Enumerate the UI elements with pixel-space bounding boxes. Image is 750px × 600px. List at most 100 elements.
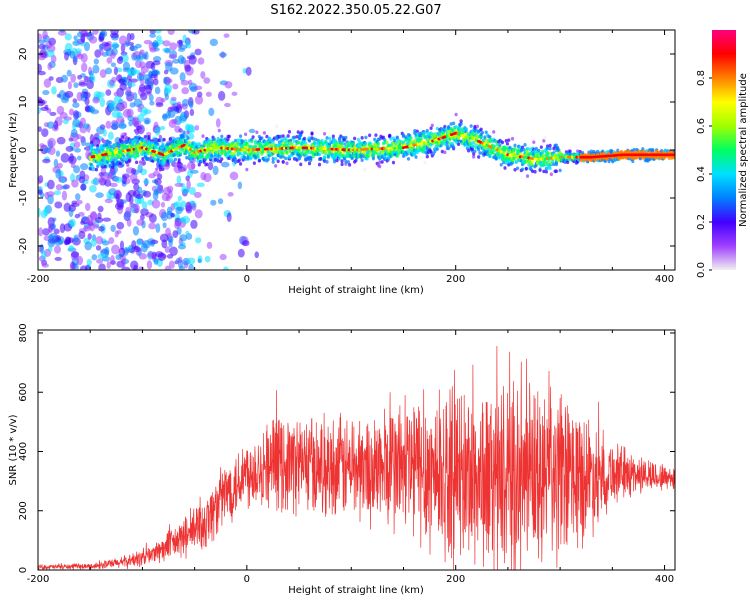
heatmap-cell	[524, 166, 528, 171]
heatmap-cell	[218, 142, 223, 147]
heatmap-cell	[78, 81, 88, 87]
heatmap-cell	[480, 130, 485, 135]
heatmap-cell	[500, 140, 505, 145]
heatmap-cell	[472, 155, 476, 159]
heatmap-cell	[401, 134, 406, 139]
spectrogram-panel: -200 0 200 400 -20 -10 0 10 20 Height of straigh…	[8, 29, 676, 296]
heatmap-cell	[143, 178, 150, 185]
heatmap-cell	[182, 130, 186, 135]
heatmap-cell	[114, 176, 123, 183]
heatmap-cell	[158, 167, 162, 172]
heatmap-cell	[69, 153, 74, 163]
heatmap-cell	[172, 153, 176, 158]
heatmap-cell	[54, 201, 63, 209]
heatmap-cell	[38, 126, 42, 132]
heatmap-cell	[207, 161, 214, 171]
heatmap-cell	[302, 136, 307, 141]
heatmap-cell	[53, 190, 62, 196]
heatmap-cell	[168, 141, 173, 145]
heatmap-cell	[380, 155, 384, 159]
heatmap-cell	[415, 132, 419, 136]
heatmap-cell	[41, 128, 49, 138]
snr-xtick-label: 200	[446, 574, 465, 585]
heatmap-cell	[79, 117, 86, 127]
heatmap-cell	[167, 30, 175, 36]
heatmap-cell	[172, 230, 179, 238]
heatmap-cell	[197, 258, 202, 263]
heatmap-cell	[188, 100, 194, 109]
heatmap-cell	[132, 226, 140, 236]
heatmap-cell	[108, 131, 114, 141]
heatmap-cell	[53, 120, 59, 130]
heatmap-cell	[178, 128, 183, 133]
heatmap-cell	[147, 140, 151, 144]
heatmap-cell	[334, 139, 338, 144]
heatmap-cell	[327, 136, 332, 141]
heatmap-cell	[297, 136, 302, 141]
snr-ytick-label: 200	[18, 501, 29, 520]
heatmap-cell	[106, 57, 113, 64]
heatmap-cell	[322, 159, 327, 163]
heatmap-cell	[307, 136, 312, 140]
heatmap-cell	[205, 162, 209, 167]
heatmap-cell	[311, 137, 315, 141]
heatmap-cell	[178, 265, 185, 270]
heatmap-cell	[166, 254, 174, 259]
heatmap-cell	[76, 255, 84, 266]
heatmap-cell	[448, 137, 452, 141]
heatmap-cell	[92, 96, 100, 104]
heatmap-cell	[215, 118, 221, 128]
heatmap-cell	[60, 74, 68, 83]
heatmap-cell	[73, 165, 81, 174]
heatmap-cell	[269, 138, 273, 143]
heatmap-cell	[409, 136, 413, 140]
heatmap-cell	[187, 257, 196, 265]
heatmap-cell	[238, 134, 243, 138]
heatmap-cell	[42, 228, 50, 236]
heatmap-cell	[307, 161, 312, 166]
heatmap-cell	[290, 143, 294, 147]
heatmap-cell	[168, 190, 173, 199]
heatmap-cell	[233, 157, 238, 161]
heatmap-cell	[97, 253, 107, 260]
heatmap-cell	[188, 263, 194, 270]
heatmap-cell	[467, 148, 471, 153]
heatmap-cell	[105, 67, 113, 75]
heatmap-cell	[66, 69, 72, 77]
heatmap-cell	[484, 138, 488, 142]
heatmap-cell	[84, 202, 91, 212]
heatmap-cell	[252, 161, 256, 165]
heatmap-cell	[110, 51, 116, 59]
heatmap-cell	[47, 62, 53, 71]
heatmap-cell	[92, 30, 99, 35]
heatmap-cell	[227, 134, 231, 139]
heatmap-cell	[40, 209, 48, 219]
heatmap-cell	[177, 195, 182, 202]
heatmap-cell	[406, 157, 411, 161]
heatmap-cell	[108, 164, 112, 169]
heatmap-cell	[122, 61, 131, 71]
heatmap-cell	[147, 252, 155, 258]
heatmap-cell	[460, 141, 464, 146]
heatmap-cell	[388, 133, 392, 138]
snr-ytick-label: 400	[18, 442, 29, 461]
heatmap-cell	[70, 128, 78, 138]
heatmap-cell	[194, 95, 204, 105]
heatmap-cell	[140, 92, 148, 101]
heatmap-cell	[104, 246, 110, 256]
heatmap-cell	[243, 139, 248, 143]
heatmap-cell	[133, 129, 137, 133]
heatmap-cell	[337, 157, 342, 161]
heatmap-cell	[166, 206, 173, 216]
snr-ytick-label: 0	[18, 567, 29, 573]
heatmap-cell	[118, 56, 124, 61]
heatmap-cell	[96, 174, 100, 179]
heatmap-cell	[373, 143, 377, 148]
heatmap-cell	[217, 128, 221, 133]
heatmap-cell	[205, 91, 212, 97]
heatmap-cell	[73, 82, 79, 89]
heatmap-cell	[276, 159, 280, 164]
heatmap-cell	[515, 166, 520, 171]
heatmap-cell	[295, 158, 299, 162]
heatmap-cell	[96, 164, 100, 169]
